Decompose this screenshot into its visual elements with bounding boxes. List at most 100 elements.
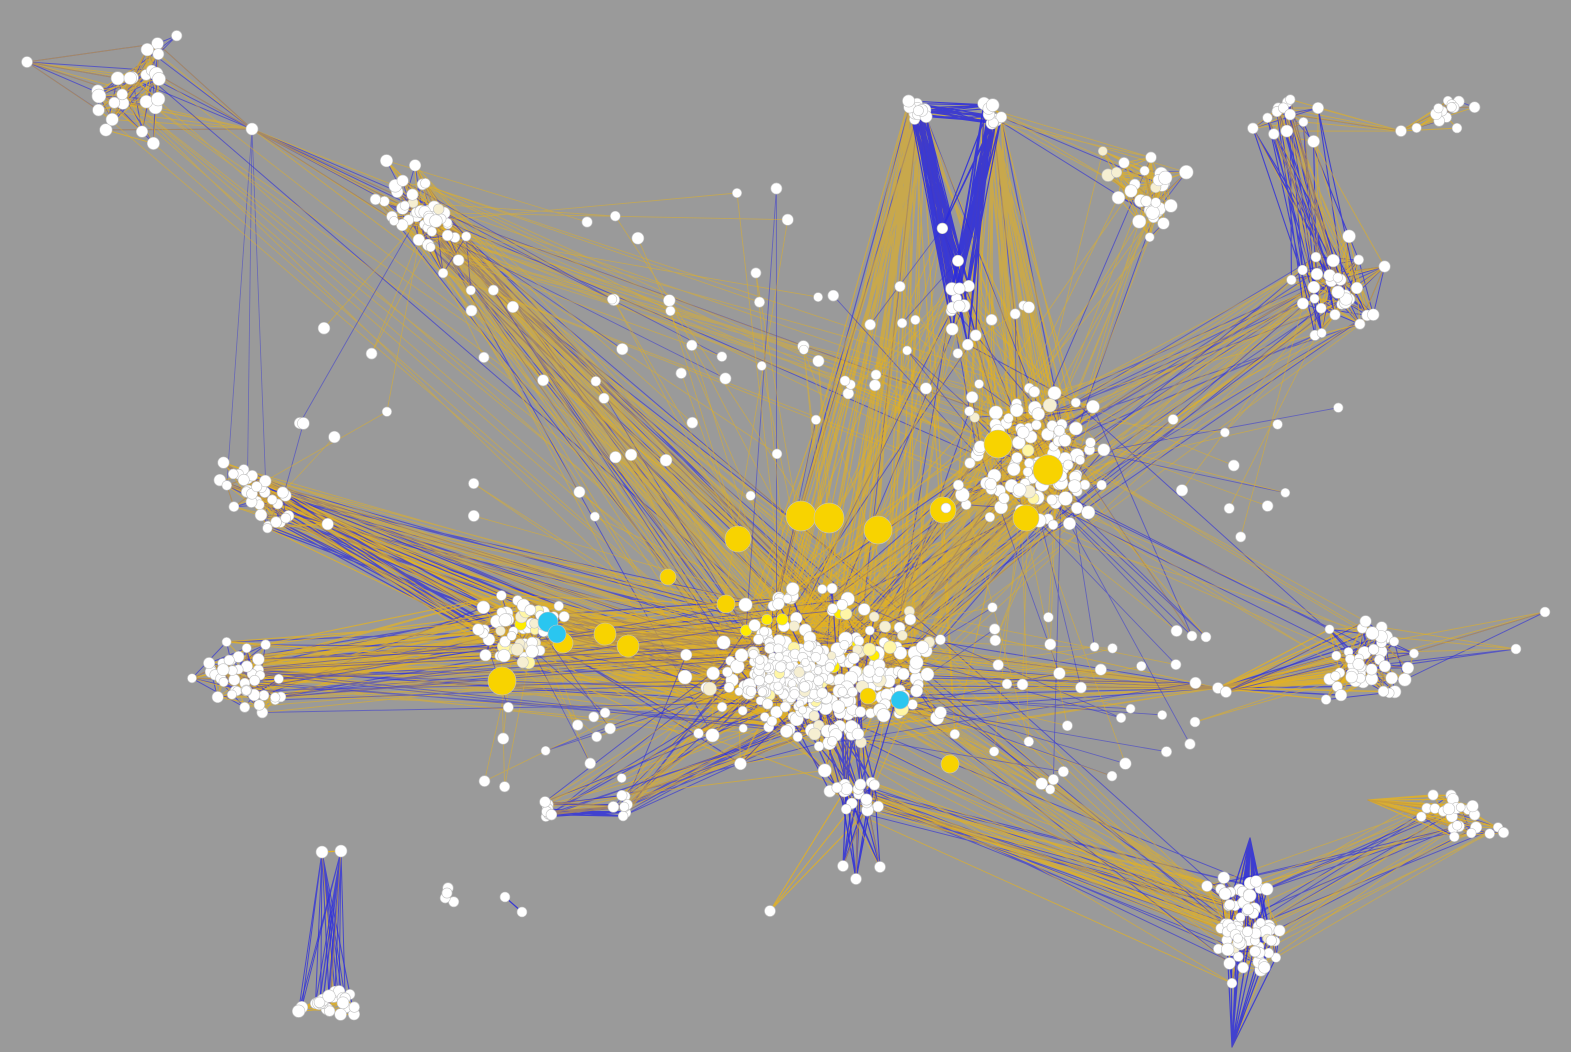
graph-node[interactable] — [1324, 624, 1335, 635]
graph-node[interactable] — [894, 280, 906, 293]
graph-node[interactable] — [280, 512, 291, 524]
graph-node[interactable] — [1539, 606, 1551, 618]
graph-node[interactable] — [1320, 694, 1332, 705]
graph-node[interactable] — [706, 666, 720, 681]
graph-node[interactable] — [488, 284, 499, 296]
graph-node[interactable] — [793, 666, 805, 678]
graph-node[interactable] — [857, 603, 871, 616]
graph-node[interactable] — [1016, 678, 1029, 691]
graph-node[interactable] — [171, 30, 183, 42]
graph-node[interactable] — [1145, 151, 1157, 164]
graph-node[interactable] — [985, 98, 1000, 112]
graph-node[interactable] — [864, 625, 875, 636]
graph-node[interactable] — [1449, 831, 1460, 843]
graph-node-hub-gold[interactable] — [724, 525, 752, 553]
graph-node[interactable] — [1315, 302, 1327, 314]
graph-node[interactable] — [817, 584, 828, 595]
graph-node[interactable] — [1058, 434, 1072, 447]
graph-node[interactable] — [609, 451, 622, 464]
graph-node[interactable] — [1367, 308, 1380, 321]
graph-node[interactable] — [716, 635, 731, 650]
graph-node[interactable] — [910, 684, 924, 698]
graph-node[interactable] — [813, 292, 823, 302]
graph-node[interactable] — [974, 379, 984, 389]
graph-node[interactable] — [686, 339, 698, 351]
graph-node[interactable] — [850, 873, 862, 885]
graph-node[interactable] — [540, 745, 551, 756]
graph-node[interactable] — [135, 125, 149, 138]
graph-node[interactable] — [984, 477, 997, 491]
graph-node[interactable] — [1189, 716, 1201, 728]
graph-node[interactable] — [468, 477, 480, 490]
graph-node[interactable] — [935, 634, 946, 646]
graph-node[interactable] — [631, 231, 645, 245]
graph-node[interactable] — [1235, 531, 1247, 543]
graph-node[interactable] — [150, 91, 166, 107]
graph-node[interactable] — [273, 673, 284, 684]
graph-node[interactable] — [810, 414, 822, 425]
graph-node[interactable] — [506, 300, 519, 313]
graph-node[interactable] — [1427, 789, 1439, 801]
graph-node[interactable] — [217, 456, 230, 469]
graph-node[interactable] — [665, 305, 676, 316]
graph-node[interactable] — [426, 226, 437, 237]
graph-node[interactable] — [722, 666, 733, 678]
graph-node[interactable] — [827, 289, 840, 302]
graph-node[interactable] — [604, 722, 616, 735]
graph-node[interactable] — [902, 94, 916, 108]
graph-node[interactable] — [772, 597, 785, 610]
graph-node[interactable] — [748, 619, 761, 632]
graph-node[interactable] — [221, 480, 232, 491]
graph-node[interactable] — [1044, 638, 1057, 651]
graph-node[interactable] — [837, 686, 848, 697]
graph-node-hub-gold[interactable] — [1032, 454, 1064, 486]
graph-node[interactable] — [1009, 308, 1021, 320]
graph-node[interactable] — [1189, 676, 1202, 689]
graph-node[interactable] — [380, 154, 393, 168]
graph-node[interactable] — [241, 643, 252, 653]
graph-node[interactable] — [510, 642, 524, 656]
graph-node[interactable] — [945, 322, 959, 336]
graph-node[interactable] — [827, 651, 837, 661]
graph-node[interactable] — [1175, 484, 1189, 497]
graph-node[interactable] — [1062, 720, 1073, 732]
graph-node[interactable] — [989, 634, 1002, 647]
graph-node[interactable] — [433, 203, 445, 215]
graph-node[interactable] — [420, 178, 431, 189]
graph-node[interactable] — [874, 666, 885, 678]
graph-node[interactable] — [1232, 933, 1243, 944]
graph-node[interactable] — [409, 159, 422, 172]
graph-node[interactable] — [984, 511, 996, 523]
graph-node[interactable] — [876, 708, 891, 723]
graph-node[interactable] — [1353, 254, 1365, 266]
graph-node[interactable] — [693, 728, 704, 739]
graph-node[interactable] — [1096, 479, 1107, 491]
graph-node[interactable] — [897, 667, 910, 681]
graph-node[interactable] — [936, 222, 949, 235]
graph-node[interactable] — [1022, 301, 1035, 314]
graph-node[interactable] — [1132, 214, 1147, 229]
graph-node[interactable] — [139, 95, 153, 109]
graph-node[interactable] — [998, 492, 1010, 504]
graph-node[interactable] — [1466, 800, 1479, 813]
graph-node[interactable] — [558, 611, 570, 623]
graph-node[interactable] — [245, 122, 259, 136]
graph-node[interactable] — [110, 71, 125, 86]
graph-node[interactable] — [1047, 519, 1059, 530]
graph-node[interactable] — [1510, 643, 1522, 655]
graph-node[interactable] — [792, 731, 803, 742]
graph-node[interactable] — [607, 801, 620, 813]
graph-node[interactable] — [1484, 828, 1495, 839]
graph-node[interactable] — [1250, 875, 1263, 888]
graph-node[interactable] — [771, 448, 783, 460]
graph-node[interactable] — [1116, 712, 1127, 723]
graph-node[interactable] — [323, 1005, 336, 1017]
graph-node[interactable] — [152, 72, 166, 86]
graph-node[interactable] — [764, 905, 776, 917]
graph-node[interactable] — [1307, 135, 1320, 148]
graph-node[interactable] — [893, 646, 908, 660]
graph-node[interactable] — [573, 486, 586, 498]
graph-node[interactable] — [1309, 293, 1320, 304]
graph-node[interactable] — [495, 625, 506, 636]
graph-node[interactable] — [1227, 459, 1240, 472]
